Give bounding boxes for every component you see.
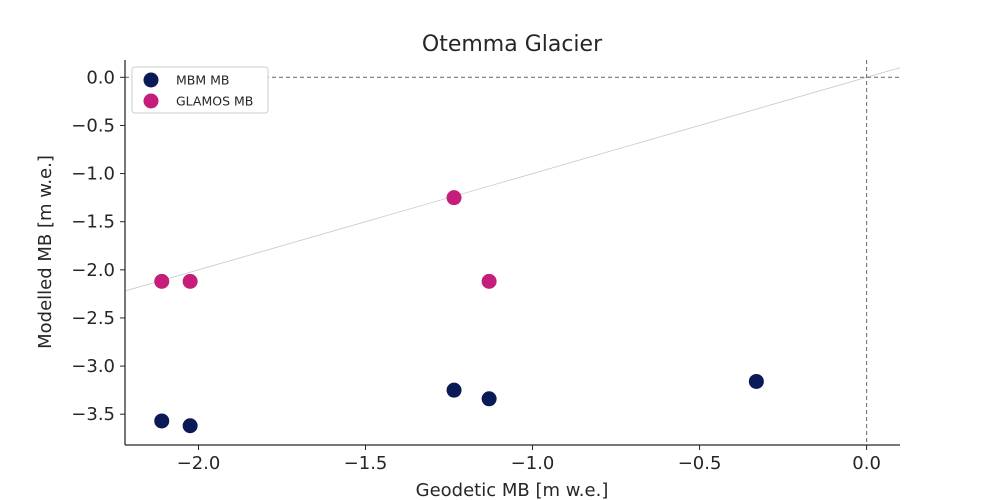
y-tick-label: −1.0 [71,164,115,185]
glamos-point [182,273,198,289]
y-tick-label: 0.0 [86,67,115,88]
data-points [154,190,764,434]
x-tick-label: −1.5 [344,453,388,474]
x-tick-label: −1.0 [511,453,555,474]
glamos-point [154,273,170,289]
mbm-point [481,391,497,407]
mbm-point [182,418,198,434]
mbm-point [154,413,170,429]
legend-marker [143,93,159,109]
y-tick-label: −0.5 [71,115,115,136]
legend-label: MBM MB [176,73,229,88]
legend-marker [143,72,159,88]
x-axis-title: Geodetic MB [m w.e.] [416,480,609,500]
x-axis-ticks: −2.0 −1.5 −1.0 −0.5 0.0 [177,445,881,474]
x-tick-label: 0.0 [852,453,881,474]
x-tick-label: −2.0 [177,453,221,474]
glamos-point [446,190,462,206]
legend-label: GLAMOS MB [176,94,253,109]
chart-title: Otemma Glacier [422,32,603,57]
y-axis-ticks: 0.0 −0.5 −1.0 −1.5 −2.0 −2.5 −3.0 −3.5 [71,67,125,425]
legend: MBM MB GLAMOS MB [131,66,269,114]
glamos-point [481,273,497,289]
y-tick-label: −2.0 [71,260,115,281]
identity-line [124,67,901,292]
y-tick-label: −3.0 [71,356,115,377]
legend-box [131,66,269,114]
y-tick-label: −1.5 [71,212,115,233]
y-axis-title: Modelled MB [m w.e.] [35,155,56,349]
x-tick-label: −0.5 [678,453,722,474]
y-tick-label: −3.5 [71,404,115,425]
reference-lines [124,60,901,445]
mbm-point [748,373,764,389]
y-tick-label: −2.5 [71,308,115,329]
mbm-point [446,382,462,398]
